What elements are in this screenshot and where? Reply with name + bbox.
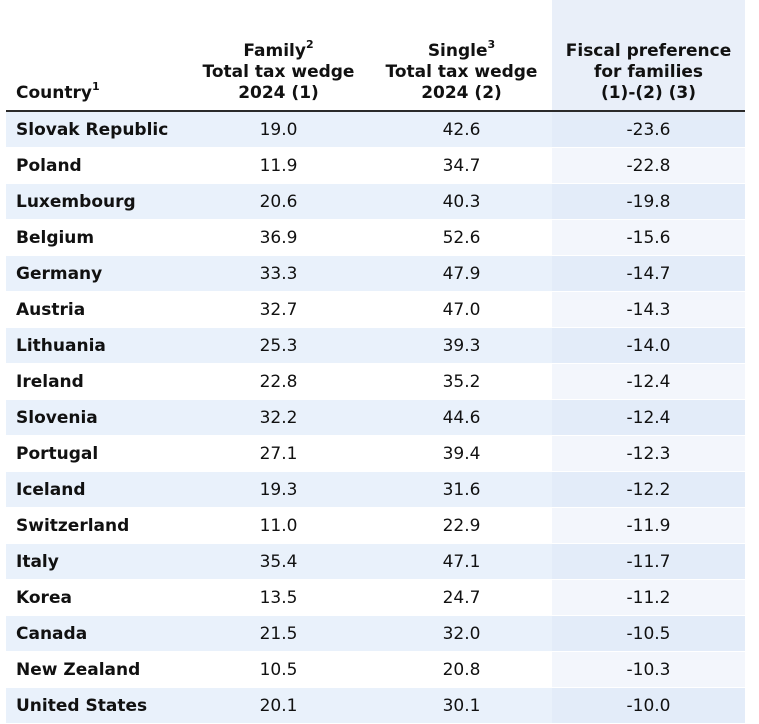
cell-family-tax-wedge: 33.3 (186, 255, 371, 292)
cell-country: Poland (6, 147, 186, 184)
cell-single-tax-wedge: 39.4 (371, 435, 552, 472)
cell-family-tax-wedge: 11.9 (186, 147, 371, 184)
cell-country: Iceland (6, 471, 186, 508)
cell-single-tax-wedge: 24.7 (371, 579, 552, 616)
table-row: Italy 35.4 47.1 -11.7 (6, 543, 745, 580)
cell-family-tax-wedge: 21.5 (186, 615, 371, 652)
cell-country: Austria (6, 291, 186, 328)
cell-single-tax-wedge: 42.6 (371, 111, 552, 148)
cell-country: Ireland (6, 363, 186, 400)
cell-single-tax-wedge: 44.6 (371, 399, 552, 436)
table-row: Luxembourg 20.6 40.3 -19.8 (6, 183, 745, 220)
cell-fiscal-preference: -11.2 (552, 579, 745, 616)
table-row: Austria 32.7 47.0 -14.3 (6, 291, 745, 328)
cell-country: Luxembourg (6, 183, 186, 220)
cell-single-tax-wedge: 34.7 (371, 147, 552, 184)
cell-family-tax-wedge: 22.8 (186, 363, 371, 400)
table-row: United States 20.1 30.1 -10.0 (6, 687, 745, 724)
table-row: Belgium 36.9 52.6 -15.6 (6, 219, 745, 256)
cell-family-tax-wedge: 27.1 (186, 435, 371, 472)
header-single: Single3 Total tax wedge 2024 (2) (371, 0, 552, 112)
cell-family-tax-wedge: 20.1 (186, 687, 371, 724)
cell-family-tax-wedge: 19.0 (186, 111, 371, 148)
cell-family-tax-wedge: 11.0 (186, 507, 371, 544)
cell-single-tax-wedge: 40.3 (371, 183, 552, 220)
table-row: Iceland 19.3 31.6 -12.2 (6, 471, 745, 508)
table-row: Germany 33.3 47.9 -14.7 (6, 255, 745, 292)
cell-fiscal-preference: -10.3 (552, 651, 745, 688)
table-row: Switzerland 11.0 22.9 -11.9 (6, 507, 745, 544)
cell-family-tax-wedge: 19.3 (186, 471, 371, 508)
cell-country: United States (6, 687, 186, 724)
cell-fiscal-preference: -11.7 (552, 543, 745, 580)
cell-country: Slovak Republic (6, 111, 186, 148)
table-header: Country1 Family2 Total tax wedge 2024 (1… (6, 0, 745, 112)
table-row: Lithuania 25.3 39.3 -14.0 (6, 327, 745, 364)
cell-fiscal-preference: -15.6 (552, 219, 745, 256)
cell-country: Germany (6, 255, 186, 292)
cell-country: Slovenia (6, 399, 186, 436)
header-fiscal-preference: Fiscal preference for families (1)-(2) (… (552, 0, 745, 112)
cell-country: Korea (6, 579, 186, 616)
cell-fiscal-preference: -19.8 (552, 183, 745, 220)
table-body: Slovak Republic 19.0 42.6 -23.6 Poland 11.9 34… (6, 111, 745, 724)
cell-family-tax-wedge: 10.5 (186, 651, 371, 688)
cell-family-tax-wedge: 32.7 (186, 291, 371, 328)
cell-fiscal-preference: -12.3 (552, 435, 745, 472)
cell-single-tax-wedge: 32.0 (371, 615, 552, 652)
table-row: Ireland 22.8 35.2 -12.4 (6, 363, 745, 400)
table-row: Canada 21.5 32.0 -10.5 (6, 615, 745, 652)
cell-fiscal-preference: -11.9 (552, 507, 745, 544)
table-row: Slovenia 32.2 44.6 -12.4 (6, 399, 745, 436)
header-row: Country1 Family2 Total tax wedge 2024 (1… (6, 0, 745, 112)
cell-fiscal-preference: -23.6 (552, 111, 745, 148)
cell-fiscal-preference: -12.4 (552, 399, 745, 436)
table-row: Poland 11.9 34.7 -22.8 (6, 147, 745, 184)
cell-country: Lithuania (6, 327, 186, 364)
cell-fiscal-preference: -12.4 (552, 363, 745, 400)
cell-family-tax-wedge: 13.5 (186, 579, 371, 616)
cell-single-tax-wedge: 52.6 (371, 219, 552, 256)
cell-single-tax-wedge: 20.8 (371, 651, 552, 688)
cell-country: Canada (6, 615, 186, 652)
cell-fiscal-preference: -10.5 (552, 615, 745, 652)
cell-family-tax-wedge: 20.6 (186, 183, 371, 220)
table-row: Portugal 27.1 39.4 -12.3 (6, 435, 745, 472)
cell-fiscal-preference: -22.8 (552, 147, 745, 184)
cell-fiscal-preference: -12.2 (552, 471, 745, 508)
cell-country: Switzerland (6, 507, 186, 544)
cell-country: Belgium (6, 219, 186, 256)
table-row: Korea 13.5 24.7 -11.2 (6, 579, 745, 616)
cell-single-tax-wedge: 22.9 (371, 507, 552, 544)
cell-single-tax-wedge: 30.1 (371, 687, 552, 724)
cell-fiscal-preference: -14.0 (552, 327, 745, 364)
cell-country: New Zealand (6, 651, 186, 688)
cell-fiscal-preference: -14.3 (552, 291, 745, 328)
cell-family-tax-wedge: 32.2 (186, 399, 371, 436)
cell-family-tax-wedge: 25.3 (186, 327, 371, 364)
cell-single-tax-wedge: 47.9 (371, 255, 552, 292)
header-family: Family2 Total tax wedge 2024 (1) (186, 0, 371, 112)
cell-family-tax-wedge: 35.4 (186, 543, 371, 580)
cell-fiscal-preference: -14.7 (552, 255, 745, 292)
cell-fiscal-preference: -10.0 (552, 687, 745, 724)
cell-single-tax-wedge: 39.3 (371, 327, 552, 364)
cell-family-tax-wedge: 36.9 (186, 219, 371, 256)
table-row: Slovak Republic 19.0 42.6 -23.6 (6, 111, 745, 148)
tax-wedge-table: Country1 Family2 Total tax wedge 2024 (1… (6, 0, 745, 724)
table-row: New Zealand 10.5 20.8 -10.3 (6, 651, 745, 688)
cell-single-tax-wedge: 47.1 (371, 543, 552, 580)
cell-country: Portugal (6, 435, 186, 472)
cell-single-tax-wedge: 35.2 (371, 363, 552, 400)
cell-country: Italy (6, 543, 186, 580)
cell-single-tax-wedge: 47.0 (371, 291, 552, 328)
cell-single-tax-wedge: 31.6 (371, 471, 552, 508)
header-country: Country1 (6, 0, 186, 112)
